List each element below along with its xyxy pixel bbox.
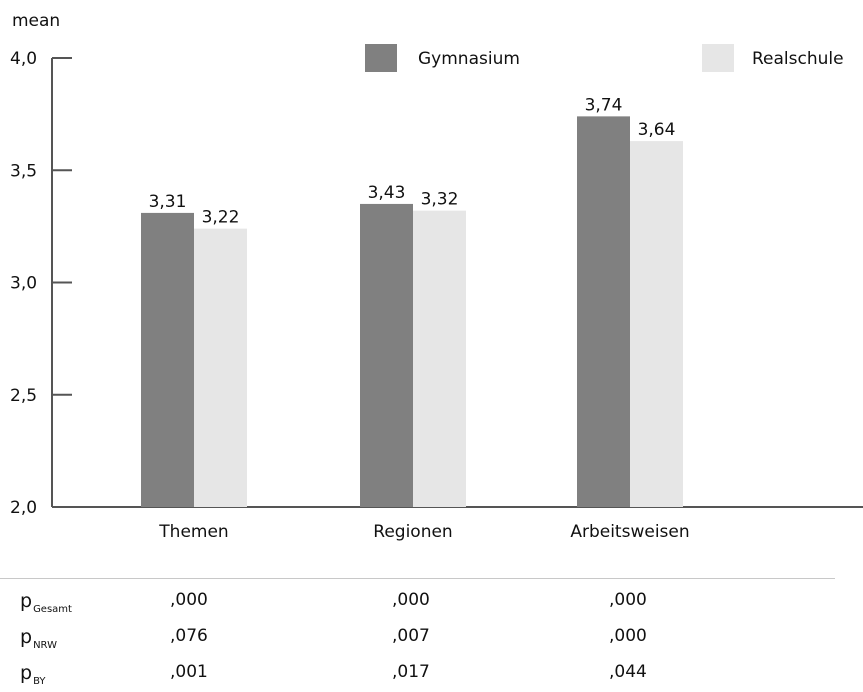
data-label: 3,64 (638, 120, 676, 140)
p-value: ,000 (170, 590, 208, 610)
p-value: ,000 (609, 626, 647, 646)
y-tick-label: 2,5 (10, 386, 37, 406)
bar-gymnasium-regionen (360, 203, 413, 508)
data-label: 3,74 (585, 95, 623, 115)
p-row-gesamt: pGesamt ,000 ,000 ,000 (0, 590, 863, 620)
data-label: 3,31 (149, 192, 187, 212)
p-value: ,000 (392, 590, 430, 610)
x-tick-label: Arbeitsweisen (570, 522, 689, 542)
bar-gymnasium-arbeitsweisen (577, 116, 630, 508)
data-label: 3,32 (421, 190, 459, 210)
legend: Gymnasium Realschule (365, 44, 844, 72)
y-tick-label: 4,0 (10, 49, 37, 69)
p-row-label: pGesamt (20, 590, 72, 615)
legend-label-gymnasium: Gymnasium (418, 49, 520, 69)
y-tick-label: 3,5 (10, 161, 37, 181)
p-value: ,001 (170, 662, 208, 682)
legend-swatch-gymnasium (365, 44, 397, 72)
p-value: ,017 (392, 662, 430, 682)
y-tick-label: 3,0 (10, 274, 37, 294)
p-row-nrw: pNRW ,076 ,007 ,000 (0, 626, 863, 656)
p-value: ,007 (392, 626, 430, 646)
bar-realschule-themen (194, 228, 247, 507)
table-divider (0, 578, 835, 579)
y-tick-label: 2,0 (10, 498, 37, 518)
bar-realschule-regionen (413, 210, 466, 507)
x-tick-label: Regionen (373, 522, 452, 542)
data-label: 3,43 (368, 183, 406, 203)
data-label: 3,22 (202, 208, 240, 228)
p-value: ,000 (609, 590, 647, 610)
p-value: ,076 (170, 626, 208, 646)
p-row-label: pNRW (20, 626, 57, 651)
y-axis-title: mean (12, 11, 60, 31)
legend-label-realschule: Realschule (752, 49, 844, 69)
bar-realschule-arbeitsweisen (630, 141, 683, 507)
p-row-label: pBY (20, 662, 46, 687)
p-row-by: pBY ,001 ,017 ,044 (0, 662, 863, 692)
bar-gymnasium-themen (141, 212, 194, 507)
bar-chart: mean 2,0 2,5 3,0 3,5 4,0 Themen Regionen Arbeit… (10, 11, 863, 542)
x-tick-label: Themen (158, 522, 228, 542)
bars: 3,31 3,43 3,74 3,22 3,32 3,64 (141, 95, 683, 508)
p-value: ,044 (609, 662, 647, 682)
legend-swatch-realschule (702, 44, 734, 72)
